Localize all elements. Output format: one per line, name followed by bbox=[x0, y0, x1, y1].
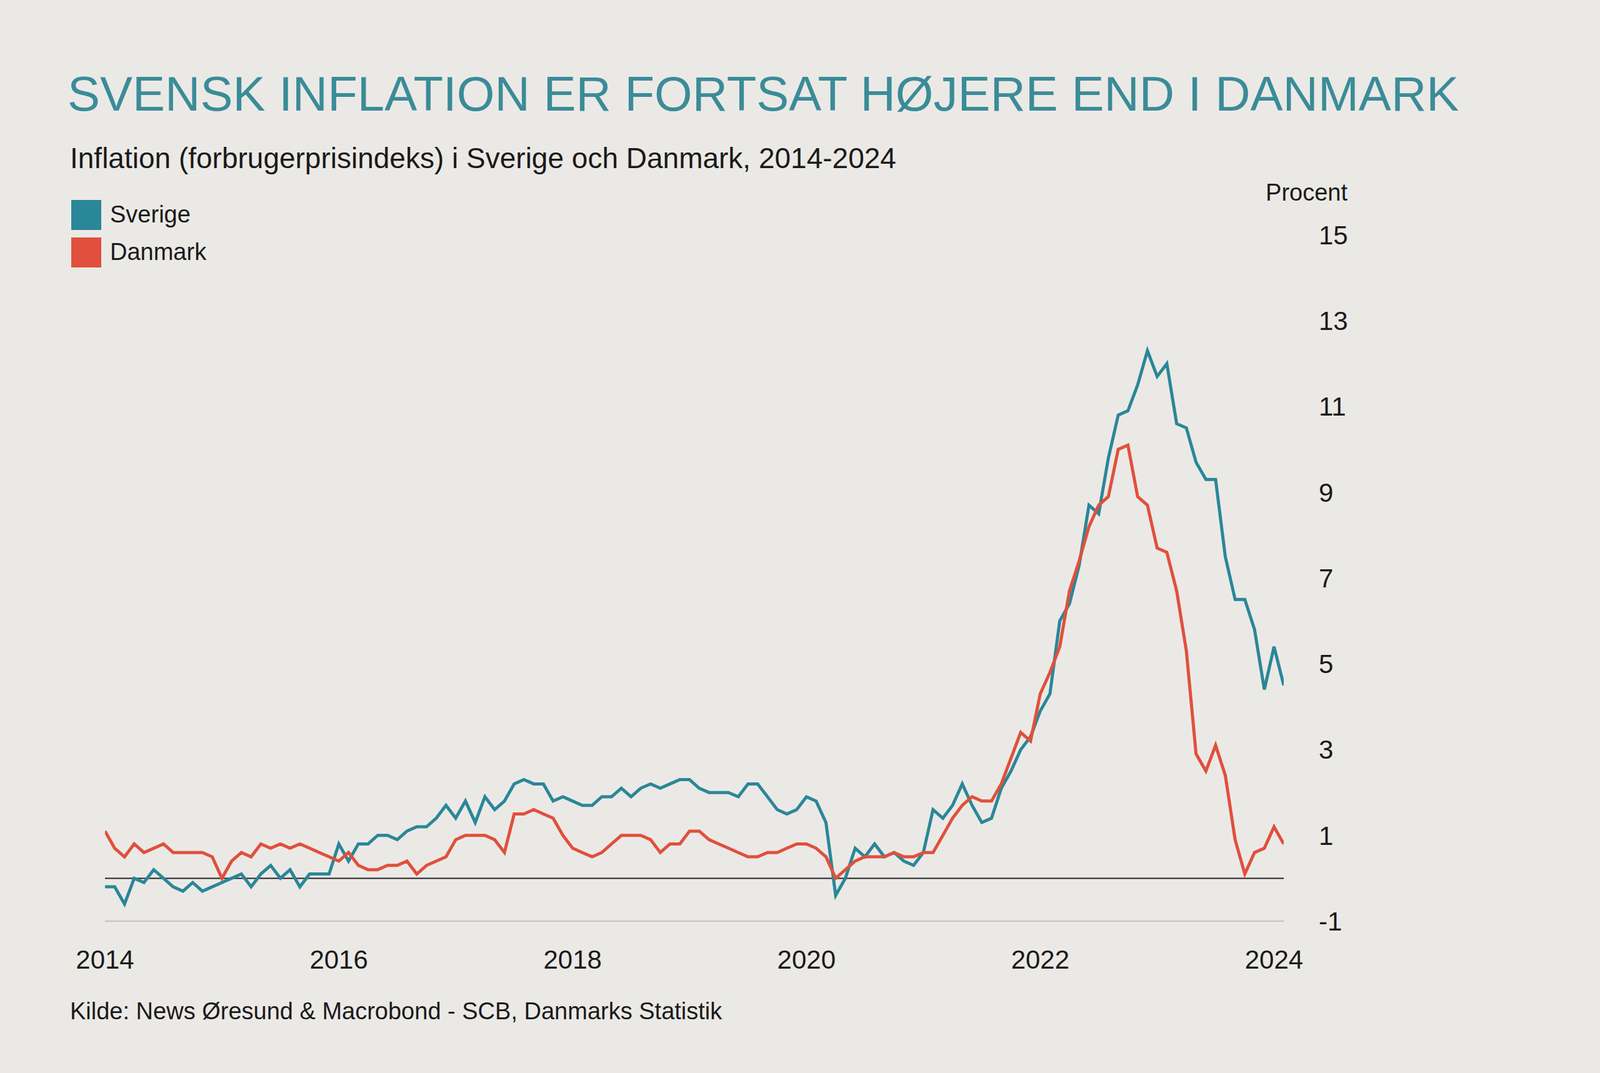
svg-text:-1: -1 bbox=[1318, 906, 1342, 937]
svg-text:9: 9 bbox=[1318, 478, 1334, 508]
html-text:Sverige: Sverige bbox=[110, 201, 191, 228]
svg-text:3: 3 bbox=[1318, 735, 1334, 765]
svg-text:15: 15 bbox=[1318, 220, 1349, 250]
html-text:Procent: Procent bbox=[1265, 179, 1348, 206]
svg-text:2014: 2014 bbox=[75, 945, 134, 975]
html-text:Danmark: Danmark bbox=[110, 238, 207, 266]
svg-text:5: 5 bbox=[1318, 649, 1334, 679]
svg-text:13: 13 bbox=[1318, 306, 1349, 336]
svg-text:2020: 2020 bbox=[777, 945, 836, 975]
svg-text:2024: 2024 bbox=[1245, 945, 1304, 975]
svg-text:2022: 2022 bbox=[1011, 945, 1070, 975]
svg-text:1: 1 bbox=[1318, 821, 1334, 851]
html-text:Inflation (forbrugerprisindeks: Inflation (forbrugerprisindeks) i Sverig… bbox=[70, 141, 897, 175]
svg-text:11: 11 bbox=[1318, 391, 1347, 422]
svg-text:2018: 2018 bbox=[543, 945, 602, 975]
html-text:Kilde: News Øresund & Macrobon: Kilde: News Øresund & Macrobond - SCB, D… bbox=[70, 998, 723, 1025]
html-text:SVENSK INFLATION ER FORTSAT HØ: SVENSK INFLATION ER FORTSAT HØJERE END I… bbox=[67, 66, 1459, 122]
svg-text:2016: 2016 bbox=[309, 945, 368, 975]
svg-text:7: 7 bbox=[1318, 563, 1334, 594]
